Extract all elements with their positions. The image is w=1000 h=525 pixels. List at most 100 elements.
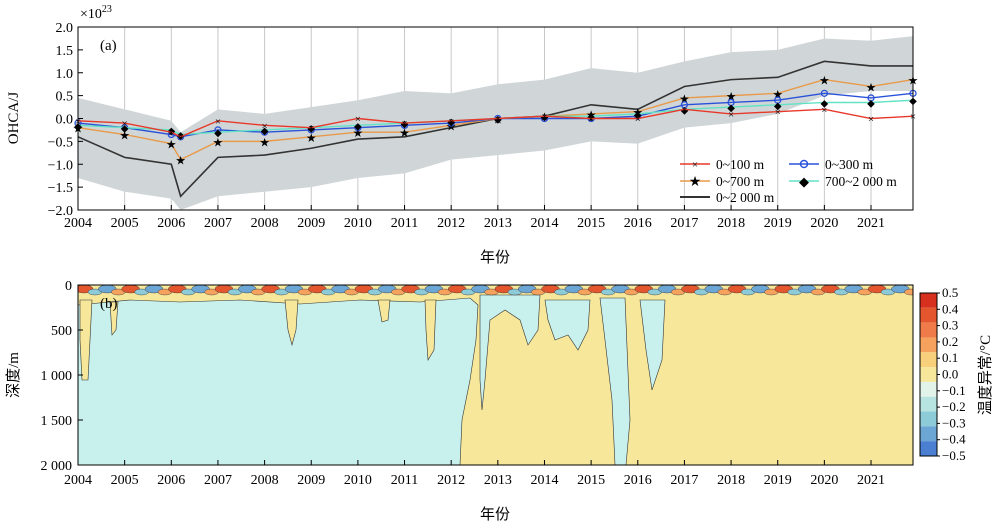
- svg-text:◆: ◆: [799, 174, 809, 189]
- colorbar-segment: [920, 307, 937, 323]
- cool-intrusion-2015: [599, 297, 631, 465]
- colorbar-tick-label: 0.2: [942, 334, 958, 349]
- warm-intrusion-2004: [79, 299, 93, 381]
- data-point: ×: [588, 114, 594, 126]
- panel-a: ★ ★★★★ ★ ★ ★ ★ ★ ★ ★ ★ ★★ ★ ★★ ★ ★◆ ◆ ◆ ◆ ◆ ◆ ◆ ◆ ◆ ◆ ◆ ◆ ◆ ◆ ◆ ◆ ◆ ◆ ◆ ◆…: [6, 4, 918, 266]
- legend-item-0-100: × 0~100 m: [680, 157, 765, 172]
- data-point: ×: [868, 114, 874, 126]
- y-tick-label: 0: [65, 279, 72, 294]
- data-point: [867, 94, 875, 102]
- y-tick-label: 1.0: [56, 67, 74, 82]
- warm-intrusion-2011b: [424, 299, 437, 361]
- y-tick-label: −2.0: [48, 204, 73, 219]
- colorbar-tick-label: −0.2: [942, 399, 966, 414]
- data-point: ×: [775, 107, 781, 119]
- data-point: ★: [539, 110, 550, 124]
- colorbar-segment: [920, 337, 937, 353]
- data-point: ×: [122, 118, 128, 130]
- data-point: [727, 98, 735, 107]
- data-point: [214, 126, 222, 134]
- colorbar-tick-label: 0.5: [942, 285, 958, 300]
- data-point: ★: [679, 92, 690, 106]
- data-point: [260, 128, 269, 136]
- data-point: ◆: [727, 103, 735, 114]
- data-point: [540, 114, 549, 123]
- data-point: ×: [308, 123, 314, 135]
- warm-intrusion-2005: [109, 301, 119, 336]
- uncertainty-band: [78, 36, 913, 211]
- colorbar-segment: [920, 367, 937, 382]
- colorbar-tick-label: −0.5: [942, 448, 966, 463]
- data-point: ◆: [307, 124, 315, 135]
- data-point: ★: [119, 129, 130, 143]
- data-point: ★: [259, 135, 270, 149]
- exponent-power: 23: [102, 4, 112, 15]
- data-point: [354, 124, 362, 132]
- surface-anomalies: [78, 285, 913, 296]
- data-point: ◆: [447, 117, 455, 128]
- panel-a-series: ★ ★★★★ ★ ★ ★ ★ ★ ★ ★ ★ ★★ ★ ★★ ★ ★◆ ◆ ◆ ◆ ◆ ◆ ◆ ◆ ◆ ◆ ◆ ◆ ◆ ◆ ◆ ◆ ◆ ◆ ◆ ◆…: [73, 60, 918, 198]
- colorbar-tick-label: 0.4: [942, 301, 959, 316]
- colorbar-segment: [920, 293, 937, 308]
- data-point: ★: [726, 90, 737, 104]
- y-tick-label: 1.5: [56, 44, 74, 59]
- data-point: ×: [178, 132, 184, 144]
- panel-a-xticks: 2004 2005 2006 2007 2008 2009 2010 2011 2012 2013…: [64, 205, 885, 231]
- data-point: ×: [355, 114, 361, 126]
- x-tick-label: 2016: [624, 216, 652, 231]
- surface-anomaly: [904, 288, 913, 296]
- data-point: [774, 96, 782, 104]
- x-tick-label: 2004: [64, 473, 92, 488]
- data-point: ◆: [121, 124, 129, 135]
- data-point: ★: [353, 126, 364, 140]
- heatmap-area: [78, 285, 913, 465]
- data-point: ◆: [494, 115, 502, 126]
- data-point: ◆: [167, 126, 175, 137]
- data-point: ×: [215, 116, 221, 128]
- colorbar-segment: [920, 322, 937, 338]
- panel-a-label: (a): [100, 38, 117, 54]
- cool-region-early: [78, 297, 479, 465]
- x-tick-label: 2012: [437, 216, 465, 231]
- colorbar-tick-label: 0.1: [942, 350, 958, 365]
- series-line: [77, 78, 914, 161]
- warm-intrusion-2011: [377, 299, 391, 323]
- data-point: ★: [492, 113, 503, 127]
- legend-label-0-100: 0~100 m: [716, 157, 765, 172]
- x-tick-label: 2019: [764, 216, 792, 231]
- data-point: ◆: [634, 110, 642, 121]
- x-tick-label: 2019: [764, 473, 792, 488]
- data-point: ◆: [821, 98, 829, 109]
- data-point: ◆: [867, 98, 875, 109]
- legend-item-0-2000: 0~2 000 m: [680, 190, 775, 205]
- panel-b-label: (b): [100, 296, 118, 312]
- y-tick-label: 500: [51, 324, 72, 339]
- panel-a-xlabel: 年份: [480, 249, 510, 266]
- panel-a-ylabel: OHCA/J: [6, 92, 22, 145]
- panel-b-xticks: 2004 2005 2006 2007 2008 2009 2010 2011 2012 2013…: [64, 460, 885, 488]
- data-point: ×: [261, 120, 267, 132]
- y-tick-label: 1 000: [41, 369, 73, 384]
- x-tick-label: 2012: [437, 473, 465, 488]
- warm-intrusion-2010: [284, 299, 299, 347]
- data-point: [400, 121, 409, 130]
- panel-b-yticks: 0 500 1 000 1 500 2 000: [41, 279, 83, 474]
- cool-intrusion-2016: [639, 299, 666, 391]
- x-tick-label: 2015: [577, 473, 605, 488]
- y-tick-label: 1 500: [41, 414, 73, 429]
- x-tick-label: 2018: [717, 216, 745, 231]
- data-point: ★: [866, 80, 877, 94]
- series-line: [77, 92, 914, 138]
- legend-item-700-2000: ◆ 700~2 000 m: [789, 174, 897, 189]
- x-tick-label: 2011: [391, 473, 418, 488]
- x-tick-label: 2005: [111, 216, 139, 231]
- panel-b-xlabel: 年份: [480, 506, 510, 523]
- data-point: ★: [399, 126, 410, 140]
- svg-text:×: ×: [692, 159, 698, 171]
- cool-intrusion-2014: [544, 299, 591, 351]
- x-tick-label: 2010: [344, 216, 372, 231]
- colorbar-segment: [920, 352, 937, 368]
- exponent-label: ×1023: [80, 4, 112, 22]
- data-point: ×: [821, 104, 827, 116]
